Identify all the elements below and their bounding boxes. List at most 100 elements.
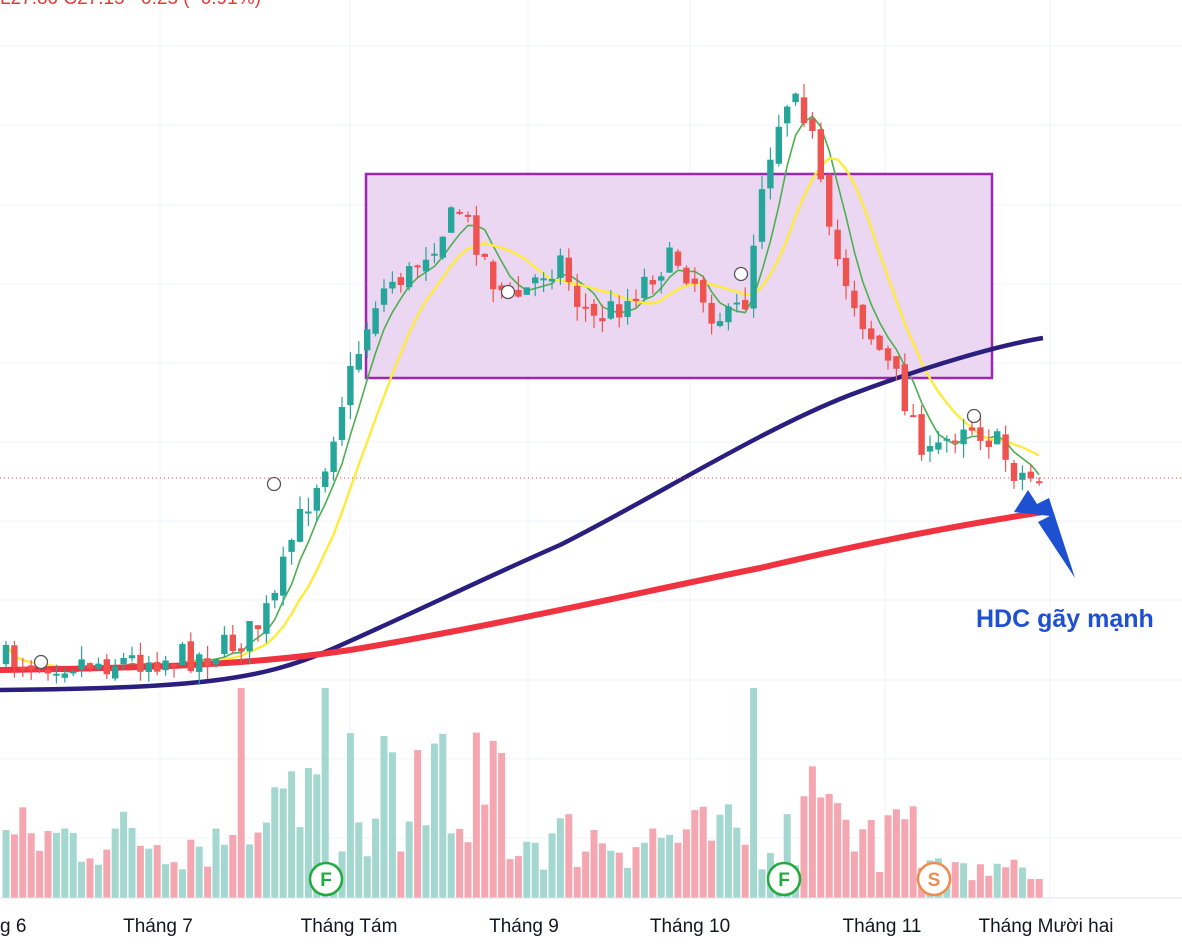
volume-bar: [271, 787, 279, 898]
candle-body: [523, 287, 530, 295]
volume-bar: [372, 818, 380, 898]
ma-cross-markers: [33, 266, 982, 670]
candle: [716, 312, 724, 328]
candle-body: [406, 266, 413, 288]
candle: [53, 664, 60, 684]
volume-bar: [960, 863, 968, 898]
volume-bar: [750, 688, 758, 898]
candle: [380, 279, 388, 313]
candle-body: [145, 663, 152, 673]
candle: [397, 272, 404, 293]
volume-bar: [598, 843, 606, 898]
candle-body: [61, 673, 68, 678]
event-marker-letter: F: [778, 870, 790, 891]
volume-bar: [573, 867, 581, 898]
volume-bar: [708, 840, 716, 898]
volume-bar: [523, 841, 531, 898]
candle-body: [221, 634, 228, 655]
candle-body: [2, 645, 10, 665]
volume-bar: [657, 837, 665, 898]
volume-bar: [968, 880, 976, 898]
candle: [481, 253, 488, 261]
volume-bar: [985, 875, 993, 898]
volume-bar: [19, 807, 27, 898]
volume-bar: [859, 829, 867, 898]
candle-body: [532, 277, 539, 284]
candle: [414, 264, 421, 279]
volume-bar: [800, 796, 808, 898]
x-tick-label: Tháng Tám: [301, 916, 398, 937]
candlesticks[interactable]: [2, 83, 1043, 685]
cross-marker: [500, 284, 516, 300]
volume-bar: [682, 829, 690, 898]
volume-bar: [321, 688, 329, 898]
candle-body: [607, 301, 614, 319]
event-marker-f: F: [308, 861, 344, 897]
candle-body: [1027, 471, 1034, 479]
candle: [19, 657, 26, 677]
candle-body: [397, 277, 404, 286]
legend-ohlc: L27.80 C27.15 −0.25 (−0.91%): [0, 0, 261, 9]
volume-bar: [456, 828, 464, 898]
candle-body: [616, 304, 623, 318]
candle: [901, 353, 908, 416]
price-range-box[interactable]: [364, 172, 994, 380]
volume-bar: [741, 844, 749, 898]
candle: [448, 206, 455, 233]
candle-body: [683, 267, 690, 284]
candle-body: [691, 278, 698, 284]
annotation-text: HDC gãy mạnh: [976, 605, 1154, 633]
candle: [145, 656, 152, 682]
candle-body: [103, 659, 110, 675]
candle-body: [70, 671, 77, 674]
volume-bar: [103, 849, 111, 898]
candle: [557, 248, 564, 285]
candle-body: [893, 356, 900, 369]
candle-body: [112, 666, 119, 679]
volume-bar: [254, 832, 262, 898]
volume-bar: [876, 871, 884, 898]
candle: [254, 624, 262, 642]
candle: [725, 303, 732, 331]
candle-body: [196, 654, 203, 672]
volume-bar: [439, 733, 447, 898]
volume-bar: [783, 814, 791, 898]
volume-bar: [699, 806, 707, 898]
volume-bar: [1010, 859, 1018, 898]
volume-bar: [237, 688, 245, 898]
candle-body: [481, 253, 488, 257]
candle: [456, 209, 463, 216]
candle: [842, 249, 850, 300]
volume-bar: [178, 869, 186, 898]
candle: [574, 274, 581, 321]
candle-body: [280, 556, 287, 596]
candle: [532, 274, 539, 297]
candle: [70, 669, 77, 677]
x-tick-label: Tháng 10: [650, 916, 730, 937]
x-tick-label: Tháng 9: [489, 916, 559, 937]
volume-bar: [892, 809, 900, 898]
volume-bar: [976, 864, 984, 898]
candle: [389, 271, 396, 294]
candle-body: [574, 285, 581, 307]
candle-body: [674, 251, 682, 266]
candle-body: [767, 159, 774, 189]
candle: [548, 269, 556, 290]
volume-bar: [632, 847, 640, 898]
volume-bar: [951, 862, 959, 898]
candle: [733, 293, 740, 313]
candle-body: [162, 660, 169, 671]
candle: [590, 299, 598, 329]
candle-body: [784, 106, 791, 124]
candle-body: [868, 328, 875, 340]
candle: [977, 415, 984, 451]
volume-bar: [363, 856, 371, 898]
candle: [229, 625, 236, 655]
candle: [616, 295, 623, 328]
candle: [691, 267, 698, 293]
candle-body: [95, 663, 102, 669]
candle-body: [372, 308, 379, 334]
ma-long-line: [0, 335, 1044, 693]
